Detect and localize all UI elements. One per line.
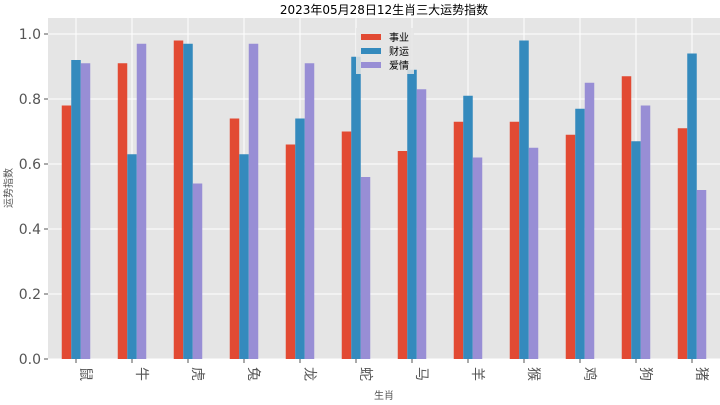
bar-财运-蛇 xyxy=(351,56,361,359)
x-tick-label: 鼠 xyxy=(77,367,93,381)
bar-财运-龙 xyxy=(295,118,305,359)
x-tick-label: 龙 xyxy=(301,367,317,381)
bar-财运-猴 xyxy=(519,40,529,359)
x-tick-label: 羊 xyxy=(469,367,485,381)
bar-财运-羊 xyxy=(463,95,473,359)
legend-label: 财运 xyxy=(389,45,409,58)
bar-事业-蛇 xyxy=(341,131,352,359)
legend-swatch-财运 xyxy=(361,48,381,54)
y-tick-label: 0.0 xyxy=(19,352,41,368)
bar-事业-鼠 xyxy=(61,105,72,359)
plot-background xyxy=(48,18,720,359)
bar-事业-牛 xyxy=(117,63,128,359)
legend-label: 事业 xyxy=(389,31,409,44)
bar-爱情-兔 xyxy=(248,43,259,359)
y-tick-label: 0.6 xyxy=(19,157,41,173)
x-tick-label: 猪 xyxy=(693,367,709,381)
y-tick-label: 0.2 xyxy=(19,287,41,303)
bar-爱情-鼠 xyxy=(80,63,91,359)
bar-财运-牛 xyxy=(127,154,137,359)
bar-事业-猴 xyxy=(509,121,520,359)
bar-爱情-蛇 xyxy=(360,177,371,359)
bar-事业-虎 xyxy=(173,40,184,359)
y-axis-label: 运势指数 xyxy=(2,168,15,208)
bar-财运-鸡 xyxy=(575,108,585,359)
bar-爱情-猪 xyxy=(696,190,707,359)
bar-事业-狗 xyxy=(621,76,632,359)
bar-财运-虎 xyxy=(183,43,193,359)
bar-财运-猪 xyxy=(687,53,697,359)
bar-爱情-马 xyxy=(416,89,427,359)
bar-事业-兔 xyxy=(229,118,240,359)
x-tick-label: 猴 xyxy=(525,367,541,381)
bar-爱情-虎 xyxy=(192,183,203,359)
bar-爱情-鸡 xyxy=(584,82,595,359)
bar-财运-狗 xyxy=(631,141,641,359)
bar-财运-兔 xyxy=(239,154,249,359)
bar-事业-龙 xyxy=(285,144,296,359)
x-tick-label: 兔 xyxy=(245,367,261,381)
bar-事业-鸡 xyxy=(565,134,576,359)
x-tick-label: 虎 xyxy=(189,367,205,381)
bar-事业-羊 xyxy=(453,121,464,359)
x-tick-label: 牛 xyxy=(133,367,149,381)
bar-爱情-狗 xyxy=(640,105,651,359)
y-tick-label: 0.4 xyxy=(19,222,41,238)
chart-title: 2023年05月28日12生肖三大运势指数 xyxy=(280,2,488,17)
bar-事业-马 xyxy=(397,151,408,359)
bar-爱情-龙 xyxy=(304,63,315,359)
x-axis-label: 生肖 xyxy=(374,389,394,402)
y-tick-label: 1.0 xyxy=(19,27,41,43)
bar-爱情-猴 xyxy=(528,147,539,359)
bar-事业-猪 xyxy=(677,128,688,359)
x-tick-label: 马 xyxy=(413,367,429,381)
bar-爱情-牛 xyxy=(136,43,147,359)
y-ticks: 0.0 0.2 0.4 0.6 0.8 1.0 xyxy=(19,27,48,368)
y-tick-label: 0.8 xyxy=(19,92,41,108)
x-ticks: 鼠牛虎兔龙蛇马羊猴鸡狗猪 xyxy=(75,359,709,381)
legend-swatch-爱情 xyxy=(361,62,381,68)
bar-财运-鼠 xyxy=(71,60,81,359)
bar-财运-马 xyxy=(407,69,417,359)
legend-label: 爱情 xyxy=(389,59,409,72)
x-tick-label: 蛇 xyxy=(357,367,373,381)
bars xyxy=(61,40,707,359)
legend-swatch-事业 xyxy=(361,34,381,40)
x-tick-label: 狗 xyxy=(637,367,653,381)
bar-爱情-羊 xyxy=(472,157,483,359)
x-tick-label: 鸡 xyxy=(581,367,598,381)
